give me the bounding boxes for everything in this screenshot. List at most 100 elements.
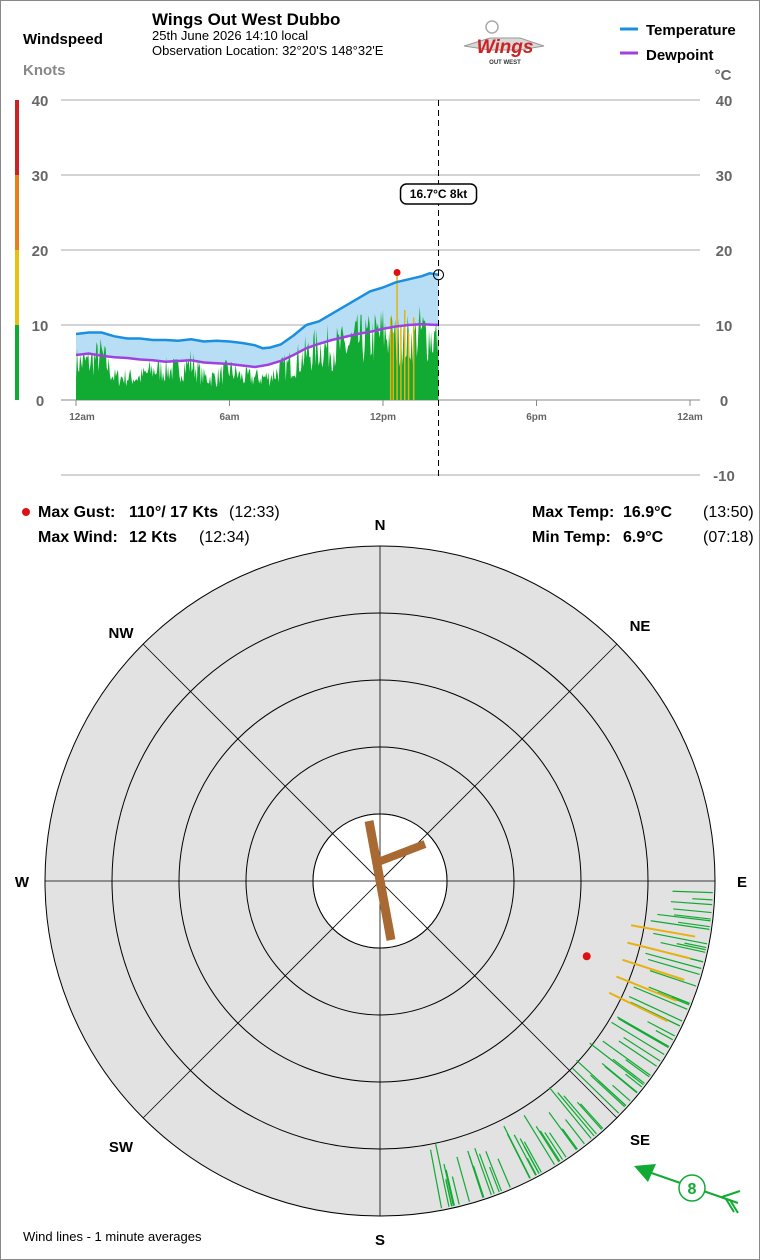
wind-scale-segment bbox=[15, 100, 19, 175]
wind-direction-line bbox=[618, 1040, 658, 1067]
wind-direction-line bbox=[580, 1103, 604, 1129]
runway-cross bbox=[376, 840, 427, 866]
wind-direction-line bbox=[671, 996, 690, 1005]
wind-direction-line bbox=[670, 901, 713, 906]
min-temp-label: Min Temp: bbox=[532, 529, 611, 546]
wind-direction-line bbox=[649, 970, 697, 987]
wind-direction-line bbox=[623, 1021, 669, 1049]
right-tick-label: 40 bbox=[716, 93, 733, 110]
compass-s: S bbox=[375, 1232, 385, 1249]
wind-direction-line bbox=[472, 1165, 485, 1198]
max-wind-label: Max Wind: bbox=[38, 529, 118, 546]
wind-scale-segment bbox=[15, 250, 19, 325]
compass-sw: SW bbox=[109, 1139, 134, 1156]
wind-direction-line bbox=[616, 1016, 670, 1048]
wind-speed-area bbox=[76, 306, 439, 400]
wind-direction-line bbox=[655, 1030, 674, 1041]
x-tick-label: 6am bbox=[219, 412, 239, 423]
max-temp-value: 16.9°C bbox=[623, 504, 673, 521]
wind-direction-line bbox=[623, 1036, 661, 1062]
wind-direction-line bbox=[429, 1149, 443, 1209]
wind-direction-line bbox=[660, 941, 706, 953]
wind-direction-line bbox=[677, 921, 710, 928]
cursor-readout: 16.7°C 8kt bbox=[399, 183, 478, 205]
wind-direction-line bbox=[489, 1166, 500, 1193]
max-temp-label: Max Temp: bbox=[532, 504, 614, 521]
right-tick-label: 30 bbox=[716, 168, 733, 185]
right-tick-label: 0 bbox=[720, 393, 728, 410]
wind-direction-line bbox=[548, 1112, 577, 1151]
gust-direction-line bbox=[608, 991, 669, 1023]
max-wind-time: (12:34) bbox=[199, 529, 250, 546]
left-tick-label: 20 bbox=[32, 243, 49, 260]
wind-direction-line bbox=[657, 913, 711, 922]
wind-arrow-head-icon bbox=[634, 1164, 656, 1182]
wind-direction-line bbox=[628, 995, 683, 1022]
station-title: Wings Out West Dubbo bbox=[152, 10, 340, 29]
wind-direction-line bbox=[650, 920, 710, 930]
left-tick-label: 10 bbox=[32, 318, 49, 335]
runway-diagram bbox=[364, 820, 427, 941]
legend-dewpoint-label: Dewpoint bbox=[646, 47, 714, 64]
min-temp-time: (07:18) bbox=[703, 529, 754, 546]
wind-rose bbox=[44, 545, 716, 1217]
min-temp-value: 6.9°C bbox=[623, 529, 664, 546]
x-tick-label: 12pm bbox=[370, 412, 396, 423]
wind-direction-lines bbox=[429, 890, 713, 1209]
compass-w: W bbox=[15, 874, 30, 891]
wind-direction-line bbox=[535, 1126, 560, 1163]
gust-direction-line bbox=[630, 924, 696, 938]
wind-direction-line bbox=[612, 1058, 645, 1084]
wind-scale-segment bbox=[15, 325, 19, 400]
wind-color-scale bbox=[15, 100, 19, 400]
wind-direction-line bbox=[478, 1153, 495, 1195]
wind-direction-line bbox=[604, 1065, 638, 1094]
wind-direction-line bbox=[572, 1067, 620, 1114]
runway-main bbox=[364, 820, 396, 941]
axis-ticks: 0 10 20 30 40 -10 0 10 20 30 40 12am 6am 12pm 6pm 12am bbox=[32, 93, 735, 485]
wind-direction-line bbox=[645, 952, 702, 970]
temp-dewpoint-band bbox=[76, 273, 439, 367]
header-location: Observation Location: 32°20'S 148°32'E bbox=[152, 43, 384, 58]
wings-logo: Wings OUT WEST bbox=[463, 20, 545, 66]
logo-subtext: OUT WEST bbox=[489, 60, 521, 66]
compass-ne: NE bbox=[630, 618, 651, 635]
wind-arrow-barb bbox=[721, 1190, 741, 1198]
left-tick-label: 30 bbox=[32, 168, 49, 185]
left-tick-label: 40 bbox=[32, 93, 49, 110]
wind-direction-line bbox=[590, 1074, 626, 1108]
wind-direction-line bbox=[589, 1042, 644, 1086]
current-wind-arrow: 8 bbox=[634, 1164, 741, 1214]
wind-arrow-barb bbox=[729, 1199, 739, 1214]
wind-direction-line bbox=[612, 1084, 631, 1102]
cursor-readout-box bbox=[399, 183, 478, 205]
wind-direction-line bbox=[519, 1138, 540, 1174]
max-gust-time: (12:33) bbox=[229, 504, 280, 521]
wind-direction-line bbox=[445, 1180, 453, 1207]
wind-direction-line bbox=[443, 1163, 454, 1206]
right-axis-unit: °C bbox=[715, 67, 732, 84]
right-tick-label: 20 bbox=[716, 243, 733, 260]
plot-series bbox=[75, 269, 445, 400]
current-wind-badge bbox=[678, 1174, 706, 1202]
gust-direction-line bbox=[616, 975, 678, 1002]
wind-direction-line bbox=[544, 1132, 564, 1160]
left-tick-label: 0 bbox=[36, 393, 44, 410]
x-tick-label: 12am bbox=[69, 412, 95, 423]
wind-direction-line bbox=[630, 1001, 681, 1027]
temperature-line bbox=[75, 272, 439, 350]
max-gust-point bbox=[393, 269, 401, 276]
current-temp-point bbox=[433, 269, 445, 281]
header-datetime: 25th June 2026 14:10 local bbox=[152, 28, 308, 43]
wind-direction-line bbox=[672, 890, 713, 894]
wind-direction-line bbox=[474, 1148, 492, 1196]
max-gust-marker-icon bbox=[22, 508, 30, 516]
dewpoint-line bbox=[75, 323, 439, 369]
gust-direction-line bbox=[622, 958, 685, 981]
wind-direction-line bbox=[676, 943, 706, 951]
compass-se: SE bbox=[630, 1132, 650, 1149]
left-axis-unit: Knots bbox=[23, 62, 66, 79]
right-tick-label: -10 bbox=[713, 468, 735, 485]
wind-direction-line bbox=[539, 1130, 561, 1162]
